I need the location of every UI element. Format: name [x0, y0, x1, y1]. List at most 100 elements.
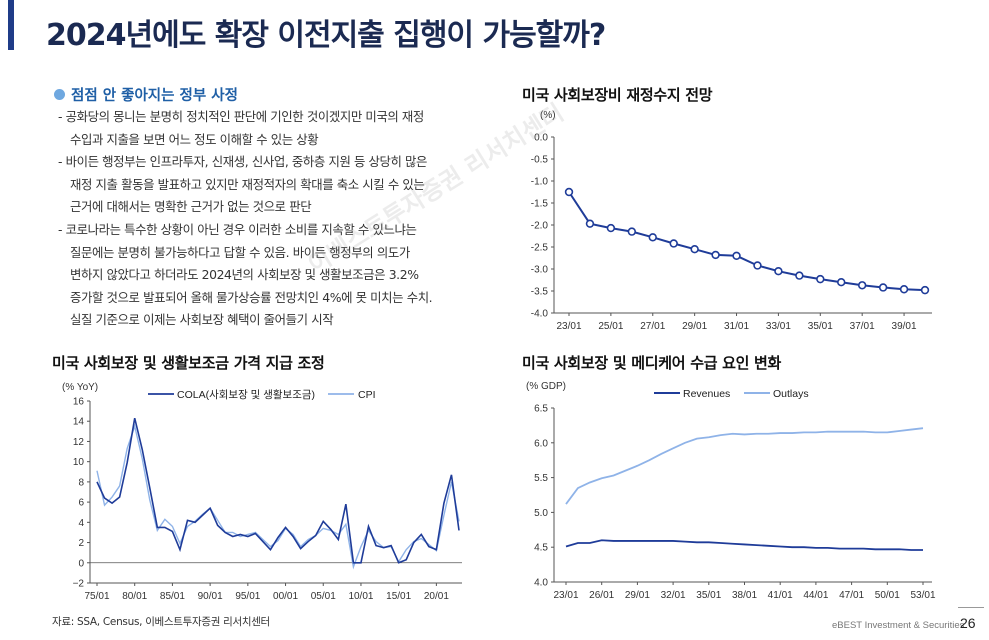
- chart-ss-balance: (%) 0.0 -0.5 -1.0 -1.5 -2.0 -2.5 -3.0 -3.5 -4.0 23…: [531, 110, 932, 332]
- data-point: [920, 285, 930, 295]
- x-tick-label: 37/01: [850, 321, 875, 332]
- y-tick-label: 2: [78, 538, 84, 549]
- y-tick-label: -2.5: [531, 243, 549, 254]
- y-tick-label: 6.5: [534, 404, 548, 415]
- series-line-revenues: [565, 539, 923, 551]
- data-point: [711, 250, 720, 260]
- data-point: [899, 285, 909, 294]
- x-tick-label: 10/01: [348, 591, 373, 602]
- x-tick-label: 26/01: [589, 590, 614, 601]
- y-tick-label: −2: [73, 579, 85, 590]
- x-tick-label: 32/01: [661, 590, 686, 601]
- chart-title-medicare: 미국 사회보장 및 메디케어 수급 요인 변화: [522, 354, 782, 372]
- page-number: 26: [960, 615, 976, 631]
- bullet-heading-text: 점점 안 좋아지는 정부 사정: [71, 88, 238, 104]
- y-tick-label: 4.0: [534, 578, 548, 589]
- data-point: [690, 245, 699, 254]
- x-tick-label: 15/01: [386, 591, 411, 602]
- x-tick-label: 35/01: [696, 590, 721, 601]
- y-tick-label: -1.5: [531, 199, 549, 210]
- x-tick-label: 80/01: [122, 591, 147, 602]
- y-tick-label: -3.5: [531, 287, 549, 298]
- data-point: [669, 239, 678, 248]
- bullet-dot-icon: [54, 89, 65, 100]
- x-tick-label: 23/01: [553, 590, 578, 601]
- body-line: 재정 지출 활동을 발표하고 있지만 재정적자의 확대를 축소 시킬 수 있는: [70, 176, 425, 192]
- body-text: - 공화당의 몽니는 분명히 정치적인 판단에 기인한 것이겠지만 미국의 재정…: [58, 106, 478, 332]
- footer-brand: eBEST Investment & Securities: [832, 620, 965, 631]
- y-tick-label: 4: [78, 518, 84, 529]
- y-tick-label: 8: [78, 477, 84, 488]
- data-point: [627, 227, 637, 236]
- x-tick-label: 38/01: [732, 590, 757, 601]
- data-point: [585, 219, 595, 228]
- x-tick-label: 41/01: [768, 590, 793, 601]
- y-tick-label: 5.0: [534, 508, 548, 519]
- y-tick-label: 4.5: [534, 543, 548, 554]
- y-unit-label: (% GDP): [526, 381, 566, 392]
- y-tick-label: -0.5: [531, 155, 549, 166]
- data-point: [606, 223, 616, 233]
- y-tick-label: 6: [78, 498, 84, 509]
- legend-label-cpi: CPI: [358, 389, 376, 401]
- body-line: 질문에는 분명히 불가능하다고 답할 수 있음. 바이든 행정부의 의도가: [70, 244, 410, 260]
- data-point: [753, 261, 762, 270]
- x-tick-label: 27/01: [640, 321, 665, 332]
- x-tick-label: 23/01: [556, 321, 581, 332]
- body-line: 근거에 대해서는 명확한 근거가 없는 것으로 판단: [70, 199, 312, 215]
- x-tick-label: 33/01: [766, 321, 791, 332]
- x-tick-label: 50/01: [875, 590, 900, 601]
- y-tick-label: 16: [73, 397, 85, 408]
- x-tick-label: 00/01: [273, 591, 298, 602]
- x-tick-label: 39/01: [892, 321, 917, 332]
- x-tick-label: 29/01: [682, 321, 707, 332]
- x-tick-label: 29/01: [625, 590, 650, 601]
- legend-label-revenues: Revenues: [683, 388, 730, 400]
- x-tick-label: 47/01: [839, 590, 864, 601]
- legend-label-outlays: Outlays: [773, 388, 809, 400]
- title-accent-bar: [8, 0, 14, 50]
- chart-title-cola: 미국 사회보장 및 생활보조금 가격 지급 조정: [52, 354, 325, 372]
- series-line-outlays: [565, 427, 924, 505]
- y-tick-label: -2.0: [531, 221, 549, 232]
- x-tick-label: 53/01: [910, 590, 935, 601]
- x-tick-label: 25/01: [598, 321, 623, 332]
- data-point: [837, 278, 846, 287]
- y-tick-label: 5.5: [534, 473, 548, 484]
- x-tick-label: 20/01: [424, 591, 449, 602]
- page-divider: [958, 607, 984, 608]
- x-tick-label: 05/01: [311, 591, 336, 602]
- y-tick-label: -1.0: [531, 177, 549, 188]
- chart-cola: (% YoY) 16 14 12 10 8 6 4 2 0 −275/01 80/01 85/01 90/…: [62, 382, 462, 602]
- body-line: 증가할 것으로 발표되어 올해 물가상승률 전망치인 4%에 못 미치는 수치.: [70, 289, 433, 305]
- y-tick-label: -3.0: [531, 265, 549, 276]
- data-point: [648, 233, 657, 242]
- legend-label-cola: COLA(사회보장 및 생활보조금): [177, 388, 315, 401]
- y-unit-label: (%): [540, 110, 556, 121]
- data-point: [857, 281, 867, 290]
- bullet-heading: 점점 안 좋아지는 정부 사정: [54, 84, 238, 105]
- data-point: [774, 267, 783, 276]
- series-line: [568, 191, 926, 292]
- data-point: [878, 283, 888, 292]
- x-tick-label: 85/01: [160, 591, 185, 602]
- y-tick-label: -4.0: [531, 309, 549, 320]
- body-line: - 코로나라는 특수한 상황이 아닌 경우 이러한 소비를 지속할 수 있느냐는: [58, 221, 417, 237]
- y-tick-label: 0: [78, 558, 84, 569]
- x-tick-label: 75/01: [84, 591, 109, 602]
- series-line-cola: [96, 418, 460, 564]
- y-tick-label: 0.0: [534, 133, 548, 144]
- y-tick-label: 12: [73, 437, 85, 448]
- x-tick-label: 35/01: [808, 321, 833, 332]
- chart-title-ss-balance: 미국 사회보장비 재정수지 전망: [522, 86, 713, 104]
- page-title: 2024년에도 확장 이전지출 집행이 가능할까?: [46, 18, 606, 53]
- data-point: [816, 274, 825, 284]
- x-tick-label: 95/01: [235, 591, 260, 602]
- data-point: [732, 251, 741, 261]
- y-unit-label: (% YoY): [62, 382, 98, 393]
- source-note: 자료: SSA, Census, 이베스트투자증권 리서치센터: [52, 616, 270, 628]
- data-point: [564, 187, 574, 197]
- chart-medicare: (% GDP) 6.5 6.0 5.5 5.0 4.5 4.0 23/01 26/01 29/01…: [526, 381, 936, 601]
- data-point: [795, 271, 804, 280]
- body-line: - 공화당의 몽니는 분명히 정치적인 판단에 기인한 것이겠지만 미국의 재정: [58, 109, 424, 124]
